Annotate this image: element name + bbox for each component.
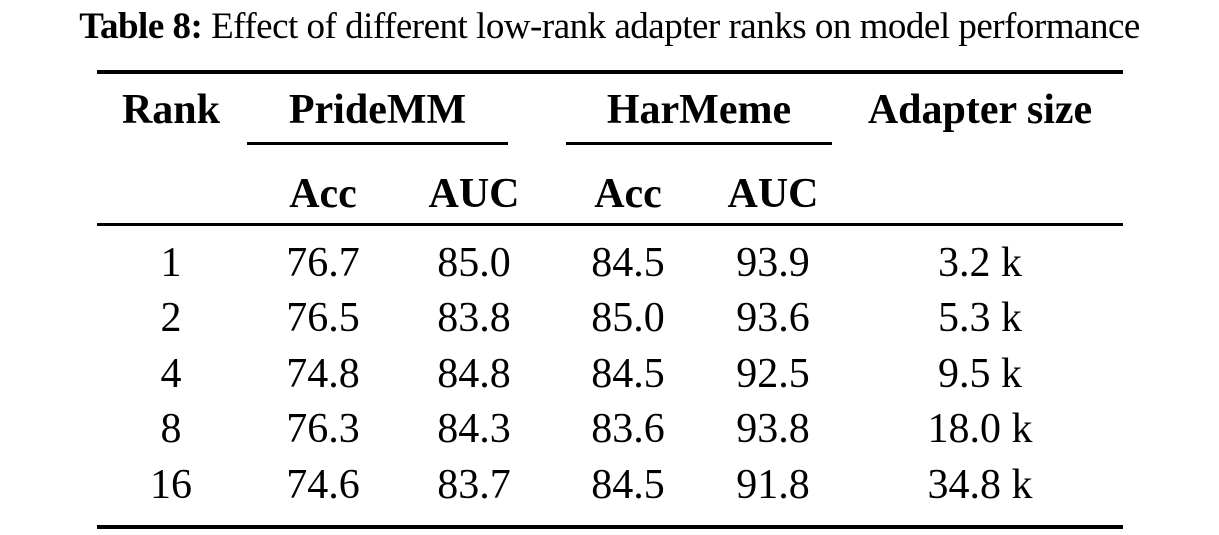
- cell-adapter-size: 5.3 k: [938, 295, 1022, 342]
- cell-rank: 8: [160, 406, 182, 453]
- cell-adapter-size: 18.0 k: [927, 406, 1033, 453]
- cell-adapter-size: 3.2 k: [938, 240, 1022, 286]
- table-caption-text: Effect of different low-rank adapter ran…: [211, 6, 1140, 47]
- header-group-harmeme: HarMeme: [606, 87, 792, 133]
- cell-harmeme-acc: 83.6: [591, 406, 665, 453]
- cell-rank: 16: [150, 461, 192, 508]
- harmeme-group-rule: [566, 142, 832, 145]
- cell-harmeme-acc: 84.5: [591, 461, 665, 508]
- table-row: 4 74.8 84.8 84.5 92.5 9.5 k: [97, 347, 1123, 402]
- header-group-pridemm: PrideMM: [288, 87, 467, 133]
- cell-harmeme-acc: 84.5: [591, 350, 665, 397]
- cell-harmeme-auc: 93.8: [736, 406, 810, 453]
- cell-pridemm-acc: 76.7: [286, 240, 360, 286]
- cell-pridemm-acc: 76.5: [286, 295, 360, 342]
- mid-rule: [97, 223, 1123, 226]
- cell-harmeme-acc: 85.0: [591, 295, 665, 342]
- table-row: 2 76.5 83.8 85.0 93.6 5.3 k: [97, 291, 1123, 346]
- cell-pridemm-auc: 83.8: [437, 295, 511, 342]
- cell-pridemm-auc: 83.7: [437, 461, 511, 508]
- pridemm-group-rule: [247, 142, 508, 145]
- cell-pridemm-auc: 84.8: [437, 350, 511, 397]
- cell-adapter-size: 34.8 k: [927, 461, 1033, 508]
- cell-harmeme-auc: 92.5: [736, 350, 810, 397]
- bottom-rule: [97, 525, 1123, 529]
- table-row: 1 76.7 85.0 84.5 93.9 3.2 k: [97, 236, 1123, 291]
- cell-harmeme-auc: 91.8: [736, 461, 810, 508]
- cell-pridemm-auc: 84.3: [437, 406, 511, 453]
- cell-harmeme-acc: 84.5: [591, 240, 665, 286]
- table-row: 8 76.3 84.3 83.6 93.8 18.0 k: [97, 402, 1123, 457]
- subheader-pridemm-auc: AUC: [428, 171, 520, 217]
- cell-rank: 2: [160, 295, 182, 342]
- cell-harmeme-auc: 93.9: [736, 240, 810, 286]
- cell-pridemm-acc: 76.3: [286, 406, 360, 453]
- cell-harmeme-auc: 93.6: [736, 295, 810, 342]
- header-adapter-size: Adapter size: [867, 87, 1093, 133]
- table-row: 16 74.6 83.7 84.5 91.8 34.8 k: [97, 458, 1123, 513]
- cell-rank: 1: [160, 240, 182, 286]
- top-rule: [97, 70, 1123, 74]
- cell-rank: 4: [160, 350, 182, 397]
- table-caption: Table 8: Effect of different low-rank ad…: [0, 0, 1219, 55]
- cell-pridemm-acc: 74.6: [286, 461, 360, 508]
- subheader-pridemm-acc: Acc: [289, 171, 357, 217]
- cell-pridemm-acc: 74.8: [286, 350, 360, 397]
- table-body: 1 76.7 85.0 84.5 93.9 3.2 k 2 76.5 83.8 …: [97, 236, 1123, 513]
- header-rank: Rank: [121, 87, 221, 133]
- cell-adapter-size: 9.5 k: [938, 350, 1022, 397]
- cell-pridemm-auc: 85.0: [437, 240, 511, 286]
- subheader-harmeme-acc: Acc: [594, 171, 662, 217]
- subheader-harmeme-auc: AUC: [727, 171, 819, 217]
- table-caption-label: Table 8:: [79, 6, 203, 47]
